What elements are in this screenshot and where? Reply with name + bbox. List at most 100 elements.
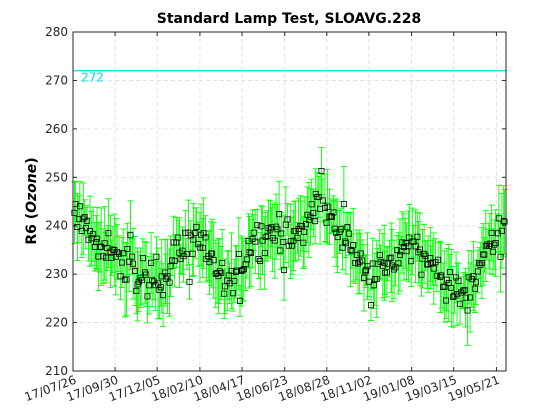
data-point	[467, 294, 474, 301]
plot-background	[73, 32, 506, 371]
data-point	[478, 260, 485, 267]
data-point	[175, 234, 182, 241]
data-point	[454, 291, 461, 298]
data-point	[82, 225, 89, 232]
data-point	[376, 251, 383, 258]
data-point	[124, 246, 131, 253]
data-point	[342, 238, 349, 245]
data-point	[490, 248, 497, 255]
data-point	[441, 283, 448, 290]
data-point	[237, 297, 244, 304]
y-tick-label: 260	[45, 122, 68, 136]
data-point	[448, 285, 455, 292]
data-point	[87, 228, 94, 235]
data-point	[342, 240, 349, 247]
data-point	[112, 253, 119, 260]
data-point	[153, 253, 160, 260]
data-point	[381, 269, 388, 276]
data-point	[391, 266, 398, 273]
data-point	[443, 297, 450, 304]
data-point	[345, 230, 352, 237]
data-point	[243, 256, 250, 263]
data-point	[412, 243, 419, 250]
data-point	[93, 239, 100, 246]
data-point	[435, 256, 442, 263]
data-point	[460, 287, 467, 294]
data-point	[268, 224, 275, 231]
y-tick-label: 280	[45, 25, 68, 39]
data-point	[330, 209, 337, 216]
data-point	[221, 290, 228, 297]
data-point	[157, 284, 164, 291]
data-point	[318, 168, 325, 175]
data-point	[144, 293, 151, 300]
y-tick-label: 230	[45, 267, 68, 281]
data-point	[123, 276, 130, 283]
data-point	[406, 234, 413, 241]
data-point	[199, 244, 206, 251]
data-point	[300, 239, 307, 246]
data-point	[377, 258, 384, 265]
data-point	[312, 190, 319, 197]
data-point	[195, 241, 202, 248]
data-point	[114, 248, 121, 255]
data-point	[470, 273, 477, 280]
data-point	[396, 251, 403, 258]
data-point	[353, 251, 360, 258]
data-point	[399, 239, 406, 246]
data-point	[403, 248, 410, 255]
data-point	[218, 269, 225, 276]
data-point	[252, 238, 259, 245]
data-point	[433, 272, 440, 279]
data-point	[98, 243, 105, 250]
data-point	[271, 237, 278, 244]
data-point	[315, 194, 322, 201]
data-point	[139, 255, 146, 262]
data-point	[90, 231, 97, 238]
data-point	[105, 230, 112, 237]
y-axis-label: R6 (Ozone)	[24, 157, 40, 244]
data-point	[261, 249, 268, 256]
data-point	[97, 244, 104, 251]
data-point	[350, 242, 357, 249]
data-point	[255, 256, 262, 263]
data-point	[74, 224, 81, 231]
data-point	[245, 238, 252, 245]
data-markers	[71, 168, 508, 314]
data-point	[430, 265, 437, 272]
data-point	[312, 218, 319, 225]
data-point	[363, 266, 370, 273]
axis-ticks: 21022023024025026027028017/07/2617/09/30…	[23, 25, 506, 404]
data-point	[305, 216, 312, 223]
data-point	[274, 226, 281, 233]
data-point	[166, 279, 173, 286]
data-point	[200, 230, 207, 237]
data-point	[118, 259, 125, 266]
data-point	[209, 250, 216, 257]
data-point	[145, 282, 152, 289]
y-tick-label: 270	[45, 73, 68, 87]
data-point	[298, 223, 305, 230]
data-point	[193, 223, 200, 230]
data-point	[285, 242, 292, 249]
data-point	[219, 259, 226, 266]
data-point	[284, 216, 291, 223]
data-point	[192, 230, 199, 237]
data-point	[138, 277, 145, 284]
data-point	[337, 226, 344, 233]
data-point	[278, 230, 285, 237]
data-point	[231, 277, 238, 284]
data-point	[239, 266, 246, 273]
data-point	[437, 273, 444, 280]
data-point	[206, 259, 213, 266]
plot-frame	[72, 31, 507, 372]
data-point	[247, 249, 254, 256]
data-point	[233, 267, 240, 274]
data-point	[186, 278, 193, 285]
reference-line-label: 272	[81, 71, 104, 85]
data-point	[395, 260, 402, 267]
data-point	[171, 257, 178, 264]
data-point	[339, 244, 346, 251]
data-point	[462, 294, 469, 301]
data-point	[357, 250, 364, 257]
